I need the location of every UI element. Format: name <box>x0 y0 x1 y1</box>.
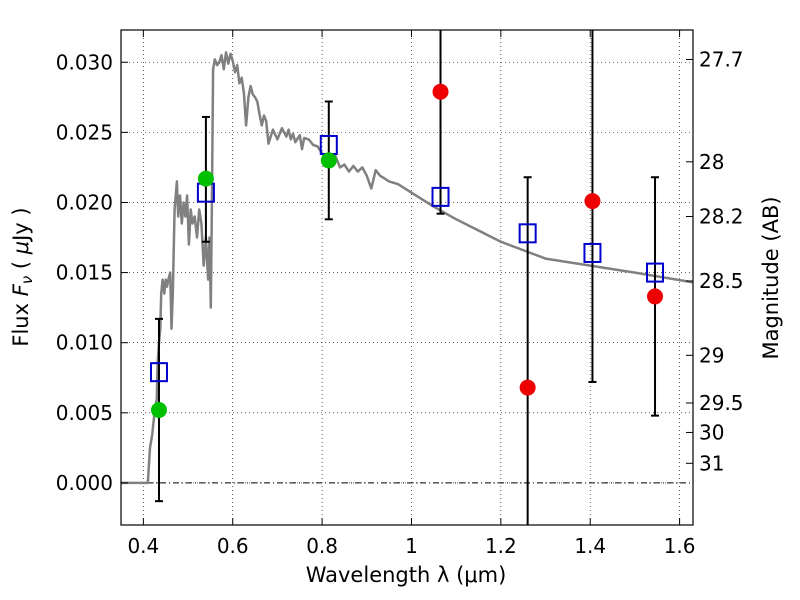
observed-photometry-points <box>150 83 664 419</box>
model-sed-line <box>121 51 694 485</box>
magnitude-tick-label: 28 <box>699 150 724 174</box>
synthetic-photometry-square <box>149 362 168 383</box>
y-axis-label: Flux Fν ( μJy ) <box>9 207 36 346</box>
y-tick-label: 0.020 <box>56 190 113 214</box>
axis-ticks: 0.4 0.6 0.8 1 1.2 1.4 1.6 0.000 0.005 0.010 0.015 0… <box>56 30 744 558</box>
x-tick-label: 0.8 <box>306 534 338 558</box>
y-tick-label: 0.005 <box>56 401 113 425</box>
x-tick-label: 0.4 <box>127 534 159 558</box>
synthetic-photometry-square <box>431 186 450 207</box>
magnitude-tick-label: 29 <box>699 343 724 367</box>
x-tick-label: 0.6 <box>217 534 249 558</box>
y-tick-label: 0.030 <box>56 50 113 74</box>
y-tick-label: 0.015 <box>56 261 113 285</box>
magnitude-tick-label: 27.7 <box>699 47 744 71</box>
magnitude-tick-label: 28.2 <box>699 205 744 229</box>
magnitude-tick-label: 31 <box>699 451 724 475</box>
y-tick-label: 0.025 <box>56 120 113 144</box>
y-tick-label: 0.010 <box>56 331 113 355</box>
non-detection-point <box>584 193 601 210</box>
synthetic-photometry-square <box>646 262 665 283</box>
magnitude-axis-label: Magnitude (AB) <box>759 196 783 359</box>
synthetic-photometry-square <box>518 223 537 244</box>
synthetic-photometry-squares <box>149 134 665 383</box>
detection-point <box>320 152 337 169</box>
magnitude-tick-label: 29.5 <box>699 391 744 415</box>
synthetic-photometry-square <box>583 242 602 263</box>
error-bars <box>154 30 660 525</box>
non-detection-point <box>519 379 536 396</box>
x-tick-label: 1 <box>405 534 418 558</box>
x-axis-label: Wavelength λ (μm) <box>306 563 507 587</box>
non-detection-point <box>432 83 449 100</box>
magnitude-tick-label: 28.5 <box>699 269 744 293</box>
x-tick-label: 1.6 <box>664 534 696 558</box>
y-tick-label: 0.000 <box>56 471 113 495</box>
x-tick-label: 1.2 <box>485 534 517 558</box>
plot-frame <box>120 29 694 526</box>
magnitude-tick-label: 30 <box>699 420 724 444</box>
non-detection-point <box>647 288 664 305</box>
x-tick-label: 1.4 <box>574 534 606 558</box>
detection-point <box>197 170 214 187</box>
detection-point <box>150 402 167 419</box>
